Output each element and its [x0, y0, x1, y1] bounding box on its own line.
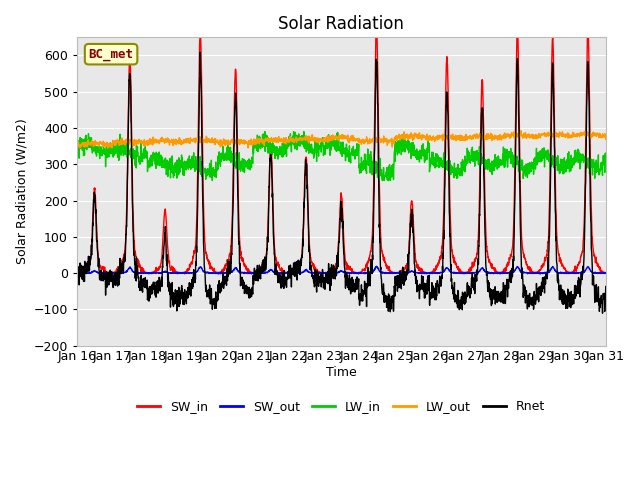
LW_out [73, 144, 81, 149]
LW_in [129, 146, 137, 152]
LW_out [629, 133, 637, 139]
Legend: SW_in, SW_out, LW_in, LW_out, Rnet: SW_in, SW_out, LW_in, LW_out, Rnet [132, 395, 550, 418]
LW_in [529, 163, 537, 168]
SW_in [372, 22, 380, 28]
SW_in [629, 270, 637, 276]
SW_in [129, 220, 137, 226]
SW_out [372, 264, 380, 269]
SW_out [251, 270, 259, 276]
LW_in [252, 144, 259, 149]
LW_in [561, 162, 569, 168]
SW_out [529, 270, 537, 276]
Rnet [529, 300, 536, 306]
Line: LW_in: LW_in [77, 132, 640, 180]
LW_out [637, 132, 640, 138]
SW_in [637, 270, 640, 276]
Rnet [73, 268, 81, 274]
LW_out [130, 141, 138, 147]
LW_in [629, 162, 637, 168]
LW_out [393, 137, 401, 143]
Line: Rnet: Rnet [77, 52, 640, 313]
SW_out [561, 270, 569, 276]
SW_out [129, 269, 137, 275]
Title: Solar Radiation: Solar Radiation [278, 15, 404, 33]
LW_in [209, 178, 216, 183]
SW_out [355, 271, 362, 277]
Text: BC_met: BC_met [88, 48, 134, 60]
LW_out [517, 128, 525, 133]
SW_out [73, 270, 81, 276]
X-axis label: Time: Time [326, 366, 356, 379]
Rnet [252, 272, 259, 278]
SW_out [637, 270, 640, 276]
SW_in [137, 270, 145, 276]
Rnet [629, 300, 637, 305]
SW_in [394, 270, 401, 276]
Y-axis label: Solar Radiation (W/m2): Solar Radiation (W/m2) [15, 119, 28, 264]
Line: LW_out: LW_out [77, 131, 640, 148]
Line: SW_in: SW_in [77, 25, 640, 273]
Rnet [393, 281, 401, 287]
Rnet [561, 299, 568, 305]
Rnet [129, 229, 137, 235]
LW_in [394, 141, 401, 146]
LW_out [104, 145, 111, 151]
SW_in [529, 269, 537, 275]
SW_out [629, 271, 637, 276]
SW_in [252, 270, 259, 276]
LW_out [561, 133, 569, 139]
LW_out [529, 136, 537, 142]
Rnet [637, 290, 640, 296]
LW_out [252, 142, 259, 147]
SW_in [73, 270, 81, 276]
Rnet [598, 310, 606, 316]
Line: SW_out: SW_out [77, 266, 640, 274]
SW_in [561, 265, 569, 271]
Rnet [196, 49, 204, 55]
LW_in [637, 152, 640, 158]
SW_out [394, 270, 401, 276]
LW_in [261, 129, 269, 134]
LW_in [73, 142, 81, 148]
